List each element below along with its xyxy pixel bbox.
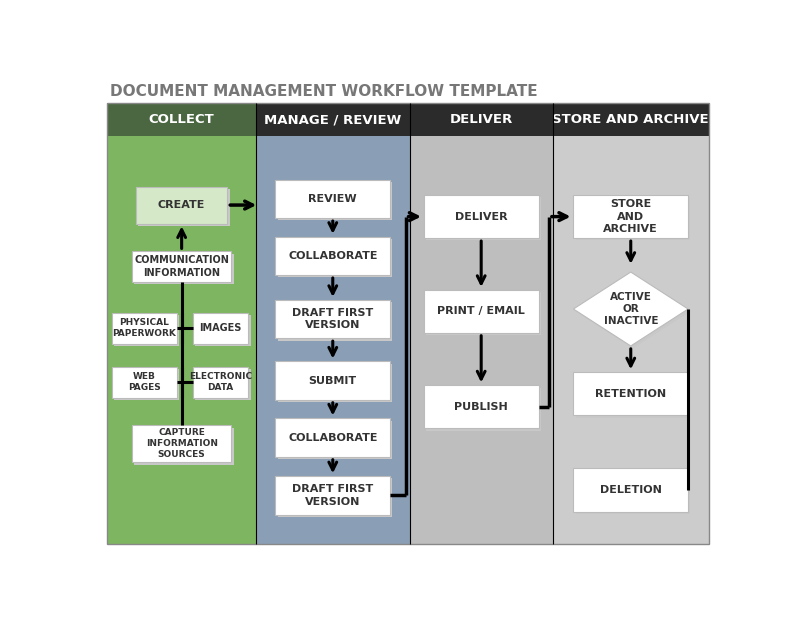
- FancyBboxPatch shape: [139, 189, 230, 226]
- Text: COLLECT: COLLECT: [149, 113, 215, 126]
- FancyBboxPatch shape: [195, 369, 251, 400]
- Polygon shape: [576, 274, 690, 349]
- Polygon shape: [573, 272, 688, 346]
- Text: DRAFT FIRST
VERSION: DRAFT FIRST VERSION: [292, 308, 373, 330]
- FancyBboxPatch shape: [132, 252, 232, 282]
- FancyBboxPatch shape: [193, 366, 248, 397]
- Text: PRINT / EMAIL: PRINT / EMAIL: [437, 307, 525, 316]
- Text: REVIEW: REVIEW: [309, 194, 357, 204]
- FancyBboxPatch shape: [275, 237, 390, 275]
- FancyBboxPatch shape: [107, 103, 256, 136]
- FancyBboxPatch shape: [275, 418, 390, 457]
- FancyBboxPatch shape: [278, 478, 392, 517]
- Text: STORE AND ARCHIVE: STORE AND ARCHIVE: [552, 113, 709, 126]
- FancyBboxPatch shape: [409, 103, 553, 136]
- FancyBboxPatch shape: [136, 187, 228, 224]
- Text: WEB
PAGES: WEB PAGES: [128, 372, 161, 392]
- Text: IMAGES: IMAGES: [199, 323, 242, 333]
- Text: COLLABORATE: COLLABORATE: [288, 433, 377, 442]
- Text: DELETION: DELETION: [600, 485, 661, 495]
- FancyBboxPatch shape: [553, 136, 708, 544]
- FancyBboxPatch shape: [132, 425, 232, 462]
- FancyBboxPatch shape: [409, 136, 553, 544]
- Text: DELIVER: DELIVER: [450, 113, 513, 126]
- FancyBboxPatch shape: [423, 385, 539, 428]
- FancyBboxPatch shape: [573, 468, 688, 512]
- FancyBboxPatch shape: [278, 421, 392, 459]
- FancyBboxPatch shape: [278, 239, 392, 277]
- Text: PUBLISH: PUBLISH: [455, 402, 508, 412]
- FancyBboxPatch shape: [275, 362, 390, 400]
- FancyBboxPatch shape: [275, 300, 390, 338]
- FancyBboxPatch shape: [195, 315, 251, 346]
- Text: COMMUNICATION
INFORMATION: COMMUNICATION INFORMATION: [135, 255, 229, 278]
- FancyBboxPatch shape: [426, 292, 540, 335]
- FancyBboxPatch shape: [114, 315, 179, 346]
- Text: CAPTURE
INFORMATION
SOURCES: CAPTURE INFORMATION SOURCES: [146, 428, 217, 459]
- Text: RETENTION: RETENTION: [595, 389, 666, 399]
- FancyBboxPatch shape: [423, 195, 539, 238]
- FancyBboxPatch shape: [576, 375, 690, 418]
- FancyBboxPatch shape: [275, 180, 390, 218]
- FancyBboxPatch shape: [573, 195, 688, 238]
- Text: DELIVER: DELIVER: [455, 211, 508, 222]
- FancyBboxPatch shape: [275, 476, 390, 515]
- FancyBboxPatch shape: [256, 136, 409, 544]
- Text: STORE
AND
ARCHIVE: STORE AND ARCHIVE: [603, 199, 658, 234]
- FancyBboxPatch shape: [573, 372, 688, 415]
- Text: ELECTRONIC
DATA: ELECTRONIC DATA: [189, 372, 252, 392]
- FancyBboxPatch shape: [193, 313, 248, 344]
- FancyBboxPatch shape: [135, 253, 233, 284]
- FancyBboxPatch shape: [278, 302, 392, 341]
- FancyBboxPatch shape: [112, 313, 177, 344]
- FancyBboxPatch shape: [112, 366, 177, 397]
- FancyBboxPatch shape: [426, 387, 540, 431]
- Text: SUBMIT: SUBMIT: [309, 376, 357, 386]
- FancyBboxPatch shape: [114, 369, 179, 400]
- Text: MANAGE / REVIEW: MANAGE / REVIEW: [264, 113, 401, 126]
- FancyBboxPatch shape: [135, 428, 233, 465]
- Text: DOCUMENT MANAGEMENT WORKFLOW TEMPLATE: DOCUMENT MANAGEMENT WORKFLOW TEMPLATE: [111, 83, 538, 99]
- FancyBboxPatch shape: [576, 471, 690, 514]
- Text: CREATE: CREATE: [158, 200, 205, 210]
- Text: ACTIVE
OR
INACTIVE: ACTIVE OR INACTIVE: [603, 292, 658, 326]
- Text: DRAFT FIRST
VERSION: DRAFT FIRST VERSION: [292, 484, 373, 507]
- Text: COLLABORATE: COLLABORATE: [288, 251, 377, 261]
- FancyBboxPatch shape: [278, 182, 392, 221]
- FancyBboxPatch shape: [553, 103, 708, 136]
- FancyBboxPatch shape: [107, 136, 256, 544]
- FancyBboxPatch shape: [423, 290, 539, 333]
- FancyBboxPatch shape: [576, 197, 690, 240]
- FancyBboxPatch shape: [256, 103, 409, 136]
- FancyBboxPatch shape: [426, 197, 540, 240]
- Text: PHYSICAL
PAPERWORK: PHYSICAL PAPERWORK: [112, 318, 177, 338]
- FancyBboxPatch shape: [278, 363, 392, 402]
